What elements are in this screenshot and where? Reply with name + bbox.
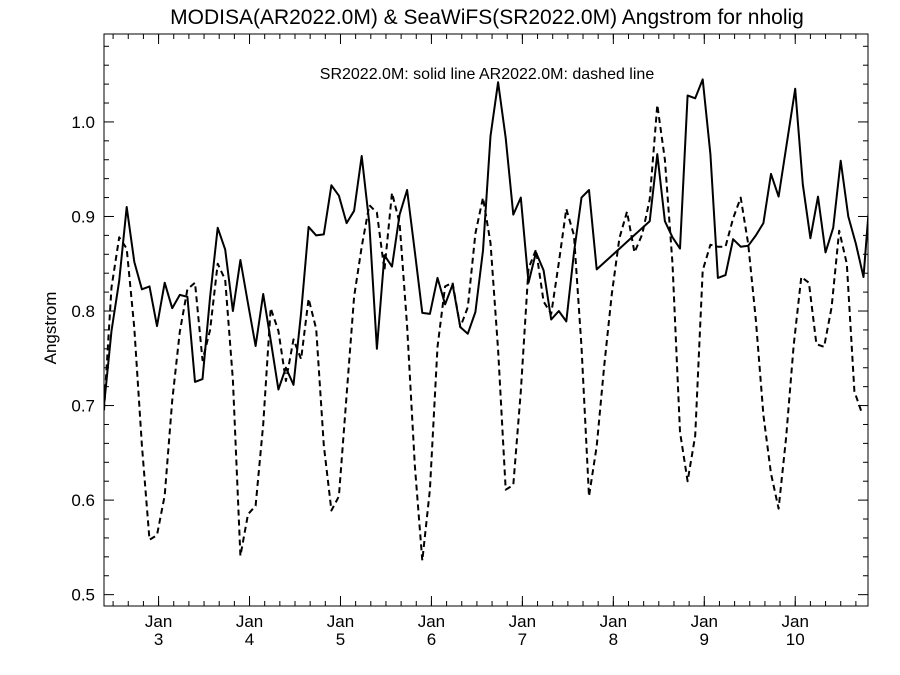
x-tick-month-label: Jan <box>418 612 445 631</box>
chart-annotation: SR2022.0M: solid line AR2022.0M: dashed … <box>320 66 655 83</box>
x-tick-year-label: 6 <box>427 630 436 649</box>
x-tick-month-label: Jan <box>145 612 172 631</box>
x-tick-month-label: Jan <box>327 612 354 631</box>
y-axis-label: Angstrom <box>41 292 60 365</box>
y-tick-label: 0.7 <box>71 397 95 416</box>
series-line-sr2022-0m <box>104 78 868 406</box>
series-line-ar2022-0m <box>104 103 863 562</box>
y-tick-label: 1.0 <box>71 113 95 132</box>
tick-labels: 0.50.60.70.80.91.0Jan3Jan4Jan5Jan6Jan7Ja… <box>71 113 809 649</box>
x-tick-year-label: 9 <box>700 630 709 649</box>
chart-title: MODISA(AR2022.0M) & SeaWiFS(SR2022.0M) A… <box>170 6 804 29</box>
x-tick-year-label: 10 <box>786 630 805 649</box>
x-tick-year-label: 7 <box>518 630 527 649</box>
x-tick-month-label: Jan <box>509 612 536 631</box>
y-tick-label: 0.6 <box>71 491 95 510</box>
y-tick-label: 0.9 <box>71 207 95 226</box>
series-layer <box>104 78 868 562</box>
x-tick-month-label: Jan <box>782 612 809 631</box>
x-tick-month-label: Jan <box>600 612 627 631</box>
x-tick-month-label: Jan <box>236 612 263 631</box>
x-tick-year-label: 8 <box>609 630 618 649</box>
x-tick-year-label: 3 <box>154 630 163 649</box>
y-tick-label: 0.5 <box>71 586 95 605</box>
x-tick-year-label: 4 <box>245 630 254 649</box>
x-tick-year-label: 5 <box>336 630 345 649</box>
plot-axes <box>104 34 868 606</box>
x-tick-month-label: Jan <box>691 612 718 631</box>
plot-frame <box>103 33 869 607</box>
y-tick-label: 0.8 <box>71 302 95 321</box>
